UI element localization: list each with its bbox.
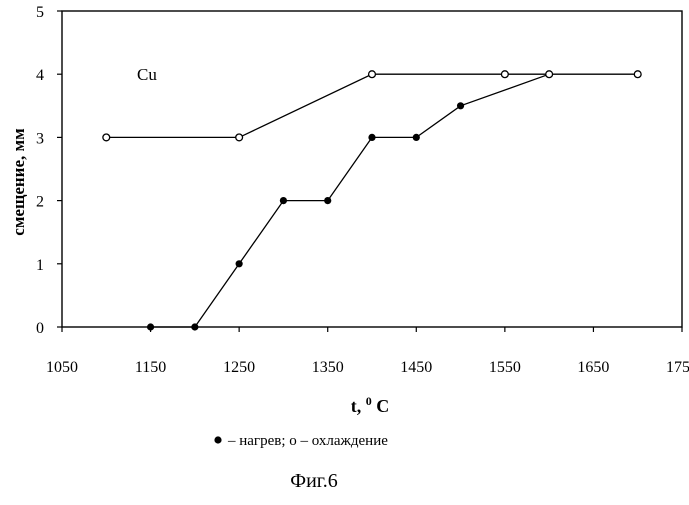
heating-series-line <box>151 74 550 327</box>
y-tick-label: 3 <box>36 130 44 147</box>
series-layer <box>103 71 641 331</box>
heating-data-point <box>280 197 287 204</box>
y-tick-label: 0 <box>36 320 44 337</box>
x-axis-label: t, 0 C <box>351 389 390 416</box>
x-tick-label: 1550 <box>489 359 521 376</box>
heating-data-point <box>147 323 154 330</box>
x-axis-label-main: t, <box>351 396 366 416</box>
cooling-data-point <box>103 134 110 141</box>
x-tick-label: 1650 <box>577 359 609 376</box>
heating-data-point <box>413 134 420 141</box>
x-tick-label: 1250 <box>223 359 255 376</box>
heating-data-point <box>368 134 375 141</box>
heating-data-point <box>457 102 464 109</box>
y-tick-label: 4 <box>36 67 44 84</box>
heating-data-point <box>191 323 198 330</box>
y-tick-label: 2 <box>36 194 44 211</box>
x-tick-label: 1050 <box>46 359 78 376</box>
cooling-data-point <box>634 71 641 78</box>
legend-text: – нагрев; о – охлаждение <box>227 433 388 449</box>
figure-caption: Фиг.6 <box>290 470 337 492</box>
y-tick-label: 5 <box>36 4 44 21</box>
legend-filled-marker <box>214 436 221 443</box>
cooling-data-point <box>546 71 553 78</box>
cooling-series-line <box>106 74 637 137</box>
x-axis-label-unit: C <box>376 396 389 416</box>
x-tick-label: 1150 <box>135 359 166 376</box>
x-tick-label: 1350 <box>312 359 344 376</box>
cooling-data-point <box>236 134 243 141</box>
x-tick-label: 1750 <box>666 359 689 376</box>
x-tick-label: 1450 <box>400 359 432 376</box>
series-annotation: Cu <box>137 65 157 84</box>
heating-data-point <box>236 260 243 267</box>
cooling-data-point <box>501 71 508 78</box>
cooling-data-point <box>369 71 376 78</box>
y-axis-label: смещение, мм <box>9 128 28 236</box>
x-axis-label-superscript: 0 <box>366 394 372 408</box>
y-tick-label: 1 <box>36 257 44 274</box>
axes: 1050 1150 1250 1350 1450 1550 1650 1750 0 1 2 3 4 5 <box>36 4 689 376</box>
plot-area-frame <box>62 11 682 327</box>
heating-data-point <box>324 197 331 204</box>
